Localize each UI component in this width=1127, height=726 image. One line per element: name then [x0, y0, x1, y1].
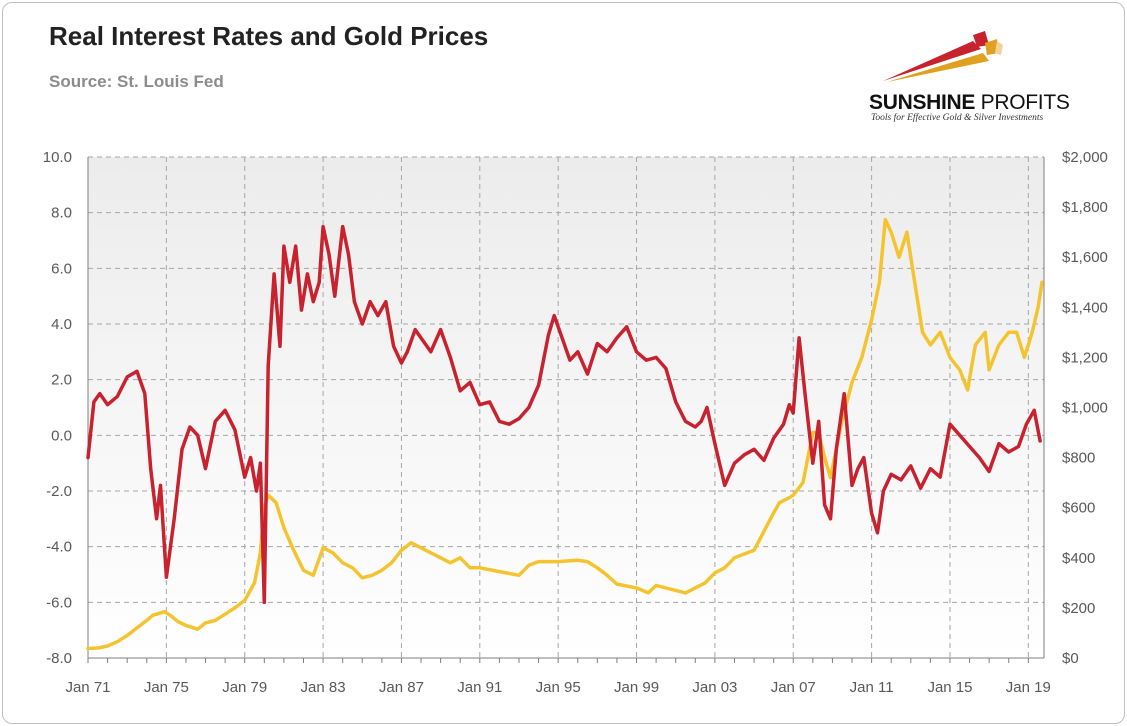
x-tick-label: Jan 11 [850, 679, 894, 696]
sunshine-profits-logo: SUNSHINE PROFITS Tools for Effective Gol… [863, 27, 1093, 127]
y-left-tick-label: 8.0 [51, 205, 72, 222]
x-tick-label: Jan 15 [927, 679, 972, 696]
y-left-tick-label: -2.0 [46, 483, 72, 500]
x-tick-label: Jan 91 [457, 679, 502, 696]
plot-area [88, 157, 1044, 658]
x-tick-label: Jan 75 [144, 679, 189, 696]
x-tick-label: Jan 87 [379, 679, 424, 696]
y-left-tick-label: -4.0 [46, 539, 72, 556]
gold-price-line [86, 217, 1044, 651]
real-interest-rate-line [86, 224, 1042, 605]
y-left-tick-label: -8.0 [46, 650, 72, 667]
y-left-tick-label: 6.0 [51, 260, 72, 277]
y-right-tick-label: $1,400 [1062, 299, 1108, 316]
logo-name: SUNSHINE PROFITS [869, 91, 1070, 114]
y-right-tick-label: $400 [1062, 550, 1095, 567]
x-tick-label: Jan 79 [222, 679, 267, 696]
series-lines [86, 217, 1044, 651]
tick-labels: 10.0 8.0 6.0 4.0 2.0 0.0 -2.0 -4.0 -6.0 -8.0 $2,00… [43, 149, 1108, 696]
y-right-tick-label: $1,000 [1062, 400, 1108, 417]
y-left-tick-label: -6.0 [46, 594, 72, 611]
x-tick-label: Jan 71 [65, 679, 110, 696]
x-tick-label: Jan 03 [692, 679, 737, 696]
y-right-tick-label: $800 [1062, 450, 1095, 467]
y-right-tick-label: $600 [1062, 500, 1095, 517]
chart-title: Real Interest Rates and Gold Prices [49, 21, 489, 51]
chart-source: Source: St. Louis Fed [49, 72, 224, 91]
y-right-tick-label: $1,600 [1062, 249, 1108, 266]
x-tick-label: Jan 99 [614, 679, 659, 696]
axes [87, 157, 1045, 663]
x-tick-label: Jan 19 [1006, 679, 1051, 696]
y-right-tick-label: $0 [1062, 650, 1079, 667]
y-left-tick-label: 2.0 [51, 372, 72, 389]
y-left-tick-label: 4.0 [51, 316, 72, 333]
y-left-tick-label: 10.0 [43, 149, 72, 166]
x-tick-label: Jan 07 [771, 679, 816, 696]
y-right-tick-label: $200 [1062, 600, 1095, 617]
y-right-tick-label: $1,800 [1062, 199, 1108, 216]
y-left-tick-label: 0.0 [51, 427, 72, 444]
logo-tagline: Tools for Effective Gold & Silver Invest… [871, 113, 1044, 123]
x-tick-label: Jan 83 [301, 679, 346, 696]
x-tick-label: Jan 95 [536, 679, 581, 696]
y-right-tick-label: $1,200 [1062, 349, 1108, 366]
y-right-tick-label: $2,000 [1062, 149, 1108, 166]
logo-arrows-icon [883, 31, 1003, 82]
